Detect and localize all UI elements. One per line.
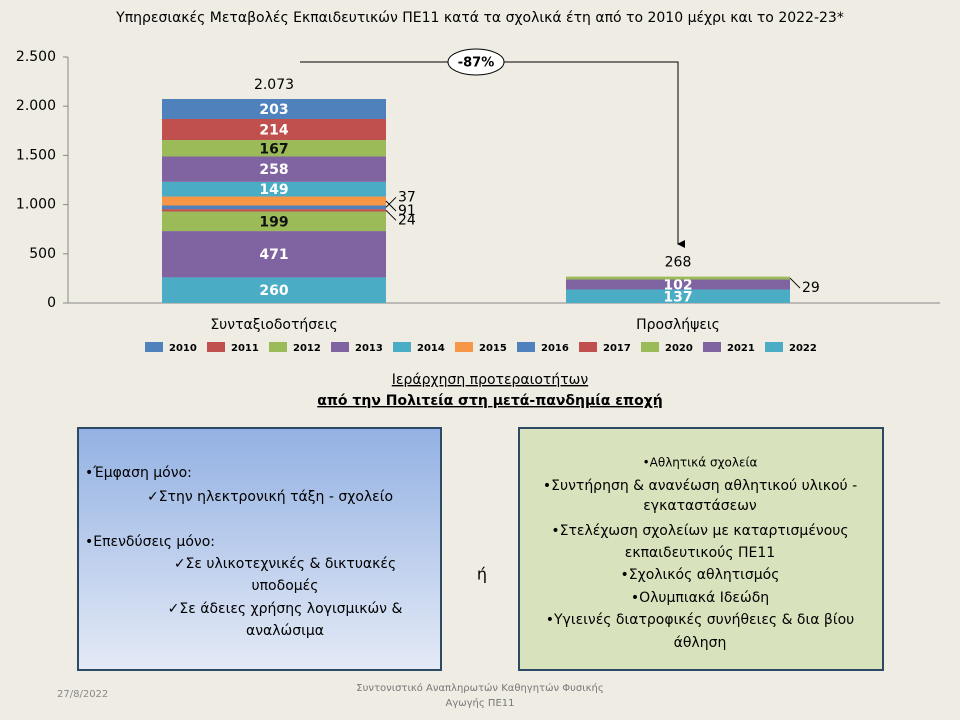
data-label: 91 xyxy=(398,203,416,219)
x-tick-label: Προσλήψεις xyxy=(636,317,720,333)
box-line: •Έμφαση μόνο: xyxy=(85,465,192,481)
data-label: 37 xyxy=(398,189,416,205)
box-line: ✓Στην ηλεκτρονική τάξη - σχολείο xyxy=(147,489,393,505)
chart: 0 500 1.000 1.500 2.000 2.500 Συνταξιοδοτήσεις… xyxy=(16,49,940,354)
box-line: ✓Σε άδειες χρήσης λογισμικών & xyxy=(168,601,403,617)
legend-label: 2016 xyxy=(541,343,569,354)
box-line: •Επενδύσεις μόνο: xyxy=(85,534,215,550)
annotation: -87% xyxy=(458,56,495,71)
box-line: •Σχολικός αθλητισμός xyxy=(621,567,780,583)
bar-segment xyxy=(162,277,386,303)
box-line: •Υγιεινές διατροφικές συνήθειες & δια βί… xyxy=(546,612,855,628)
legend-swatch xyxy=(269,342,287,352)
legend-label: 2013 xyxy=(355,343,383,354)
legend-swatch xyxy=(455,342,473,352)
legend-label: 2010 xyxy=(169,343,197,354)
data-label: 167 xyxy=(259,141,288,157)
leader-line xyxy=(789,277,801,289)
box-line: •Ολυμπιακά Ιδεώδη xyxy=(631,590,769,606)
bar-segment xyxy=(162,209,386,212)
legend-label: 2011 xyxy=(231,343,259,354)
legend-label: 2021 xyxy=(727,343,755,354)
chart-title: Υπηρεσιακές Μεταβολές Εκπαιδευτικών ΠΕ11… xyxy=(115,10,844,26)
data-label: 24 xyxy=(398,212,416,228)
leader-line xyxy=(385,196,397,208)
legend-label: 2012 xyxy=(293,343,321,354)
data-label: 149 xyxy=(259,182,288,198)
y-tick-label: 500 xyxy=(29,246,56,262)
bar-segment xyxy=(566,289,790,303)
data-label: 102 xyxy=(663,278,692,294)
y-tick-label: 1.000 xyxy=(16,197,56,213)
bar-segment xyxy=(162,156,386,182)
box-line: ✓Σε υλικοτεχνικές & δικτυακές xyxy=(174,556,396,572)
bar-segment xyxy=(162,231,386,278)
bar-segment xyxy=(162,118,386,141)
box-line: αναλώσιμα xyxy=(246,623,324,639)
box-line: •Στελέχωση σχολείων με καταρτισμένους xyxy=(551,523,848,539)
box-line: εγκαταστάσεων xyxy=(643,498,757,514)
legend-label: 2014 xyxy=(417,343,445,354)
y-tick-label: 0 xyxy=(47,295,56,311)
legend-label: 2020 xyxy=(665,343,693,354)
legend-swatch xyxy=(641,342,659,352)
heading: από την Πολιτεία στη μετά-πανδημία εποχή xyxy=(317,393,663,409)
bar-segment xyxy=(162,181,386,197)
data-label: 29 xyxy=(802,280,820,296)
data-label: 137 xyxy=(663,289,692,305)
heading: Ιεράρχηση προτεραιοτήτων xyxy=(392,372,589,388)
bar-segment xyxy=(162,196,386,206)
arrow xyxy=(300,61,685,248)
footer-date: 27/8/2022 xyxy=(57,689,108,700)
data-label: 199 xyxy=(259,214,288,230)
box-line: εκπαιδευτικούς ΠΕ11 xyxy=(625,545,775,561)
x-tick-label: Συνταξιοδοτήσεις xyxy=(210,317,337,333)
bar-segment xyxy=(566,276,790,280)
y-tick-label: 1.500 xyxy=(16,147,56,163)
data-label: 471 xyxy=(259,247,288,263)
left-box xyxy=(77,427,442,671)
legend-label: 2015 xyxy=(479,343,507,354)
footer-text: Αγωγής ΠΕ11 xyxy=(446,697,515,709)
bar-segment xyxy=(162,99,386,119)
box-line: άθληση xyxy=(674,635,727,651)
box-line: •Αθλητικά σχολεία xyxy=(643,456,758,470)
box-line: •Συντήρηση & ανανέωση αθλητικού υλικού - xyxy=(543,478,857,494)
total-label: 2.073 xyxy=(254,77,294,93)
legend-swatch xyxy=(517,342,535,352)
legend-label: 2017 xyxy=(603,343,631,354)
annotation-oval xyxy=(447,48,505,76)
legend-swatch xyxy=(703,342,721,352)
legend-swatch xyxy=(579,342,597,352)
data-label: 258 xyxy=(259,162,288,178)
bar-segment xyxy=(162,205,386,210)
legend-label: 2022 xyxy=(789,343,817,354)
leader-line xyxy=(385,209,397,221)
leader-line xyxy=(385,200,397,212)
separator: ή xyxy=(477,565,487,584)
legend-swatch xyxy=(765,342,783,352)
bar-segment xyxy=(162,140,386,157)
data-label: 214 xyxy=(259,123,288,139)
right-box xyxy=(518,427,884,671)
legend-swatch xyxy=(331,342,349,352)
box-line: υποδομές xyxy=(252,578,319,594)
legend-swatch xyxy=(393,342,411,352)
y-tick-label: 2.000 xyxy=(16,98,56,114)
y-tick-label: 2.500 xyxy=(16,49,56,65)
data-label: 203 xyxy=(259,102,288,118)
bar-segment xyxy=(566,279,790,290)
legend-swatch xyxy=(207,342,225,352)
total-label: 268 xyxy=(665,255,692,271)
data-label: 260 xyxy=(259,283,288,299)
legend-swatch xyxy=(145,342,163,352)
bar-segment xyxy=(162,211,386,232)
footer-text: Συντονιστικό Αναπληρωτών Καθηγητών Φυσικ… xyxy=(356,682,603,694)
